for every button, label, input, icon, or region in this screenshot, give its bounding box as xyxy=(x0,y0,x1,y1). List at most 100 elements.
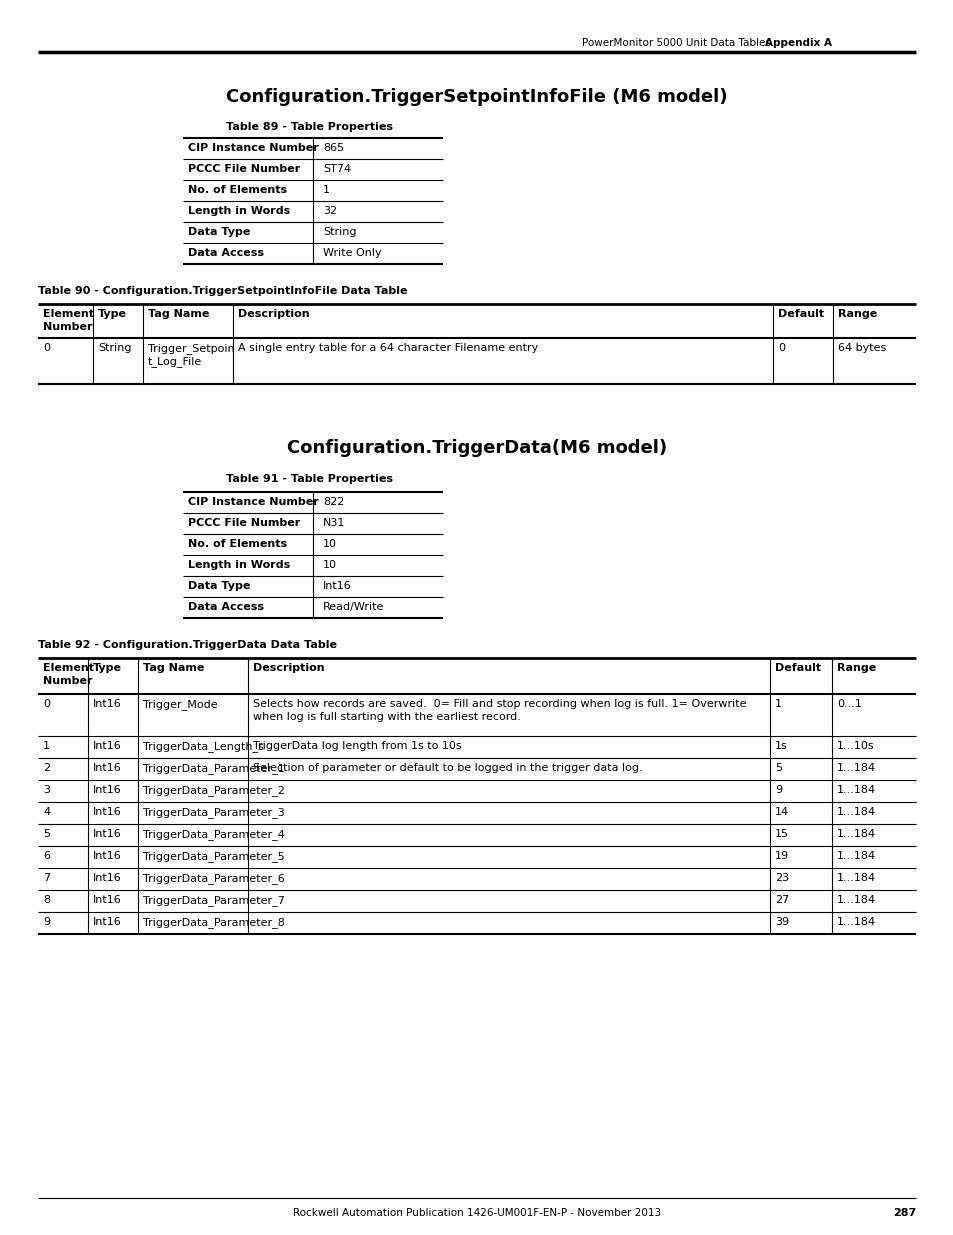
Text: Type: Type xyxy=(98,309,127,319)
Text: Int16: Int16 xyxy=(92,829,122,839)
Text: TriggerData_Parameter_8: TriggerData_Parameter_8 xyxy=(143,918,285,927)
Text: Range: Range xyxy=(837,309,877,319)
Text: 1: 1 xyxy=(774,699,781,709)
Text: TriggerData_Length_s: TriggerData_Length_s xyxy=(143,741,264,752)
Text: 0: 0 xyxy=(778,343,784,353)
Text: 1...184: 1...184 xyxy=(836,918,875,927)
Text: Read/Write: Read/Write xyxy=(323,601,384,613)
Text: No. of Elements: No. of Elements xyxy=(188,538,287,550)
Text: TriggerData_Parameter_1: TriggerData_Parameter_1 xyxy=(143,763,284,774)
Text: A single entry table for a 64 character Filename entry: A single entry table for a 64 character … xyxy=(237,343,537,353)
Text: 1...184: 1...184 xyxy=(836,785,875,795)
Text: Type: Type xyxy=(92,663,122,673)
Text: Write Only: Write Only xyxy=(323,248,381,258)
Text: 9: 9 xyxy=(774,785,781,795)
Text: 4: 4 xyxy=(43,806,51,818)
Text: Table 90 - Configuration.TriggerSetpointInfoFile Data Table: Table 90 - Configuration.TriggerSetpoint… xyxy=(38,287,407,296)
Text: 10: 10 xyxy=(323,559,336,571)
Text: 0: 0 xyxy=(43,699,50,709)
Text: PCCC File Number: PCCC File Number xyxy=(188,517,300,529)
Text: 0...1: 0...1 xyxy=(836,699,861,709)
Text: Data Access: Data Access xyxy=(188,601,264,613)
Text: 8: 8 xyxy=(43,895,51,905)
Text: Int16: Int16 xyxy=(92,741,122,751)
Text: TriggerData_Parameter_4: TriggerData_Parameter_4 xyxy=(143,829,285,840)
Text: 5: 5 xyxy=(43,829,50,839)
Text: Range: Range xyxy=(836,663,876,673)
Text: Data Access: Data Access xyxy=(188,248,264,258)
Text: Int16: Int16 xyxy=(92,699,122,709)
Text: 865: 865 xyxy=(323,143,344,153)
Text: 39: 39 xyxy=(774,918,788,927)
Text: CIP Instance Number: CIP Instance Number xyxy=(188,496,318,508)
Text: 1...184: 1...184 xyxy=(836,873,875,883)
Text: 1: 1 xyxy=(323,185,330,195)
Text: 1...10s: 1...10s xyxy=(836,741,874,751)
Text: Int16: Int16 xyxy=(92,763,122,773)
Text: Selection of parameter or default to be logged in the trigger data log.: Selection of parameter or default to be … xyxy=(253,763,642,773)
Text: 19: 19 xyxy=(774,851,788,861)
Text: Tag Name: Tag Name xyxy=(148,309,209,319)
Text: Table 89 - Table Properties: Table 89 - Table Properties xyxy=(226,122,393,132)
Text: 7: 7 xyxy=(43,873,51,883)
Text: Tag Name: Tag Name xyxy=(143,663,204,673)
Text: Int16: Int16 xyxy=(92,918,122,927)
Text: Int16: Int16 xyxy=(323,580,352,592)
Text: TriggerData_Parameter_7: TriggerData_Parameter_7 xyxy=(143,895,285,906)
Text: 15: 15 xyxy=(774,829,788,839)
Text: TriggerData_Parameter_5: TriggerData_Parameter_5 xyxy=(143,851,284,862)
Text: Data Type: Data Type xyxy=(188,227,250,237)
Text: Number: Number xyxy=(43,676,92,685)
Text: Default: Default xyxy=(774,663,821,673)
Text: TriggerData log length from 1s to 10s: TriggerData log length from 1s to 10s xyxy=(253,741,461,751)
Text: 32: 32 xyxy=(323,206,336,216)
Text: 9: 9 xyxy=(43,918,51,927)
Text: 10: 10 xyxy=(323,538,336,550)
Text: Int16: Int16 xyxy=(92,851,122,861)
Text: Configuration.TriggerSetpointInfoFile (M6 model): Configuration.TriggerSetpointInfoFile (M… xyxy=(226,88,727,106)
Text: PCCC File Number: PCCC File Number xyxy=(188,164,300,174)
Text: ST74: ST74 xyxy=(323,164,351,174)
Text: No. of Elements: No. of Elements xyxy=(188,185,287,195)
Text: N31: N31 xyxy=(323,517,345,529)
Text: 0: 0 xyxy=(43,343,50,353)
Text: 1...184: 1...184 xyxy=(836,806,875,818)
Text: Int16: Int16 xyxy=(92,895,122,905)
Text: 1: 1 xyxy=(43,741,50,751)
Text: 6: 6 xyxy=(43,851,50,861)
Text: Trigger_Setpoin: Trigger_Setpoin xyxy=(148,343,234,354)
Text: 1...184: 1...184 xyxy=(836,763,875,773)
Text: when log is full starting with the earliest record.: when log is full starting with the earli… xyxy=(253,713,520,722)
Text: Default: Default xyxy=(778,309,823,319)
Text: 1...184: 1...184 xyxy=(836,851,875,861)
Text: Int16: Int16 xyxy=(92,806,122,818)
Text: 2: 2 xyxy=(43,763,51,773)
Text: Trigger_Mode: Trigger_Mode xyxy=(143,699,217,710)
Text: CIP Instance Number: CIP Instance Number xyxy=(188,143,318,153)
Text: t_Log_File: t_Log_File xyxy=(148,356,202,367)
Text: PowerMonitor 5000 Unit Data Tables: PowerMonitor 5000 Unit Data Tables xyxy=(581,38,770,48)
Text: 64 bytes: 64 bytes xyxy=(837,343,885,353)
Text: Element: Element xyxy=(43,663,94,673)
Text: Description: Description xyxy=(237,309,310,319)
Text: 3: 3 xyxy=(43,785,50,795)
Text: TriggerData_Parameter_3: TriggerData_Parameter_3 xyxy=(143,806,284,818)
Text: 14: 14 xyxy=(774,806,788,818)
Text: TriggerData_Parameter_6: TriggerData_Parameter_6 xyxy=(143,873,284,884)
Text: Table 91 - Table Properties: Table 91 - Table Properties xyxy=(226,474,393,484)
Text: Length in Words: Length in Words xyxy=(188,559,290,571)
Text: Length in Words: Length in Words xyxy=(188,206,290,216)
Text: Description: Description xyxy=(253,663,324,673)
Text: Data Type: Data Type xyxy=(188,580,250,592)
Text: Appendix A: Appendix A xyxy=(764,38,831,48)
Text: TriggerData_Parameter_2: TriggerData_Parameter_2 xyxy=(143,785,285,795)
Text: Selects how records are saved.  0= Fill and stop recording when log is full. 1= : Selects how records are saved. 0= Fill a… xyxy=(253,699,745,709)
Text: String: String xyxy=(98,343,132,353)
Text: 5: 5 xyxy=(774,763,781,773)
Text: Configuration.TriggerData(M6 model): Configuration.TriggerData(M6 model) xyxy=(287,438,666,457)
Text: String: String xyxy=(323,227,356,237)
Text: 1s: 1s xyxy=(774,741,787,751)
Text: Rockwell Automation Publication 1426-UM001F-EN-P - November 2013: Rockwell Automation Publication 1426-UM0… xyxy=(293,1208,660,1218)
Text: Number: Number xyxy=(43,322,92,332)
Text: Int16: Int16 xyxy=(92,873,122,883)
